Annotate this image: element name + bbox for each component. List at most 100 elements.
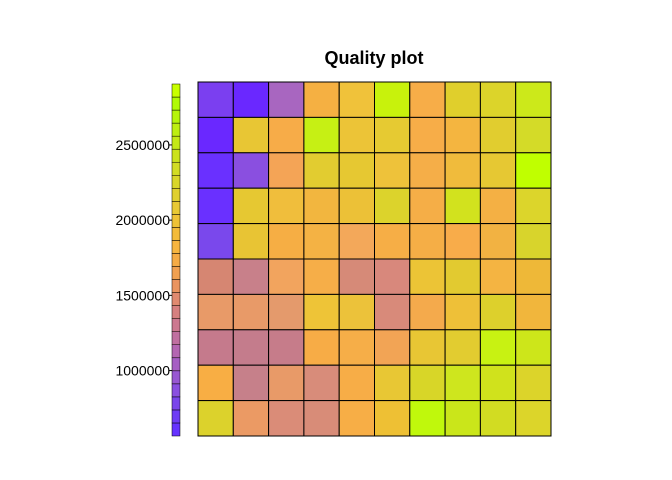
heatmap-cell	[338, 258, 376, 295]
heatmap-cell	[479, 81, 517, 118]
heatmap-cell	[409, 187, 446, 225]
heatmap-cell	[232, 364, 270, 402]
heatmap-cell	[374, 400, 411, 437]
heatmap-cell	[338, 364, 376, 402]
heatmap-cell	[409, 400, 446, 437]
heatmap-cell	[303, 116, 340, 154]
colorbar-segment	[171, 318, 181, 332]
heatmap-cell	[479, 329, 517, 366]
heatmap-cell	[444, 223, 481, 260]
heatmap-cell	[374, 116, 411, 154]
heatmap-cell	[268, 293, 305, 331]
heatmap-cell	[409, 152, 446, 189]
colorbar-segment	[171, 109, 181, 124]
heatmap-cell	[197, 400, 234, 437]
heatmap-cell	[515, 116, 552, 154]
heatmap-cell	[409, 81, 446, 118]
heatmap-cell	[268, 116, 305, 154]
heatmap-cell	[303, 223, 340, 260]
heatmap-cell	[444, 329, 481, 366]
heatmap-cell	[338, 152, 376, 189]
heatmap-cell	[197, 152, 234, 189]
heatmap-cell	[409, 116, 446, 154]
heatmap-cell	[303, 258, 340, 295]
heatmap-cell	[303, 187, 340, 225]
heatmap-cell	[303, 329, 340, 366]
colorbar-segment	[171, 175, 181, 189]
colorbar-segment	[171, 253, 181, 267]
heatmap-cell	[232, 293, 270, 331]
y-axis: 1000000 1500000 2000000 2500000	[115, 137, 172, 379]
heatmap-cell	[374, 152, 411, 189]
heatmap-cell	[303, 293, 340, 331]
heatmap-cell	[197, 116, 234, 154]
heatmap-cell	[338, 293, 376, 331]
heatmap-cell	[338, 187, 376, 225]
heatmap-cell	[409, 258, 446, 295]
colorbar-segment	[171, 161, 181, 176]
heatmap-cell	[374, 258, 411, 295]
heatmap-cell	[479, 258, 517, 295]
colorbar-segment	[171, 266, 181, 280]
heatmap-cell	[409, 223, 446, 260]
colorbar-segment	[171, 240, 181, 254]
heatmap-cell	[515, 400, 552, 437]
heatmap-cell	[479, 187, 517, 225]
heatmap-cell	[444, 81, 481, 118]
heatmap-cell	[268, 258, 305, 295]
heatmap-cell	[374, 364, 411, 402]
heatmap-cell	[232, 258, 270, 295]
heatmap-cell	[197, 258, 234, 295]
heatmap-cell	[268, 329, 305, 366]
heatmap-cell	[444, 400, 481, 437]
heatmap-cell	[444, 258, 481, 295]
heatmap-cell	[232, 400, 270, 437]
heatmap-cell	[303, 81, 340, 118]
colorbar-segment	[171, 331, 181, 345]
y-tick-label: 1000000	[115, 363, 170, 379]
heatmap-cell	[303, 152, 340, 189]
heatmap-cell	[444, 116, 481, 154]
heatmap-cell	[338, 116, 376, 154]
heatmap-cell	[444, 364, 481, 402]
heatmap-cell	[232, 116, 270, 154]
colorbar-segment	[171, 148, 181, 163]
heatmap-cell	[515, 223, 552, 260]
colorbar-segment	[171, 201, 181, 215]
heatmap-cell	[338, 329, 376, 366]
heatmap-cell	[197, 293, 234, 331]
heatmap-cell	[268, 81, 305, 118]
colorbar-segment	[171, 383, 181, 398]
heatmap-cell	[479, 400, 517, 437]
heatmap-cell	[374, 329, 411, 366]
heatmap-cell	[197, 329, 234, 366]
heatmap-cell	[197, 364, 234, 402]
colorbar-segment	[171, 135, 181, 150]
heatmap-cell	[374, 81, 411, 118]
heatmap-cell	[232, 81, 270, 118]
heatmap-cell	[197, 81, 234, 118]
colorbar-segment	[171, 96, 181, 111]
heatmap-cell	[197, 187, 234, 225]
heatmap-cell	[409, 329, 446, 366]
heatmap-cell	[515, 187, 552, 225]
heatmap-cell	[515, 329, 552, 366]
heatmap-cell	[515, 81, 552, 118]
heatmap-cell	[479, 223, 517, 260]
heatmap-cell	[232, 223, 270, 260]
heatmap-cell	[479, 293, 517, 331]
colorbar-segment	[171, 357, 181, 372]
colorbar-segment	[171, 344, 181, 359]
colorbar-segment	[171, 422, 181, 437]
heatmap-cell	[444, 152, 481, 189]
color-scale-bar	[171, 83, 181, 437]
heatmap-cell	[268, 187, 305, 225]
heatmap-cell	[268, 152, 305, 189]
heatmap-cell	[409, 293, 446, 331]
heatmap-cell	[444, 187, 481, 225]
heatmap-cell	[374, 187, 411, 225]
heatmap-cell	[268, 223, 305, 260]
colorbar-segment	[171, 305, 181, 319]
heatmap-cell	[479, 152, 517, 189]
